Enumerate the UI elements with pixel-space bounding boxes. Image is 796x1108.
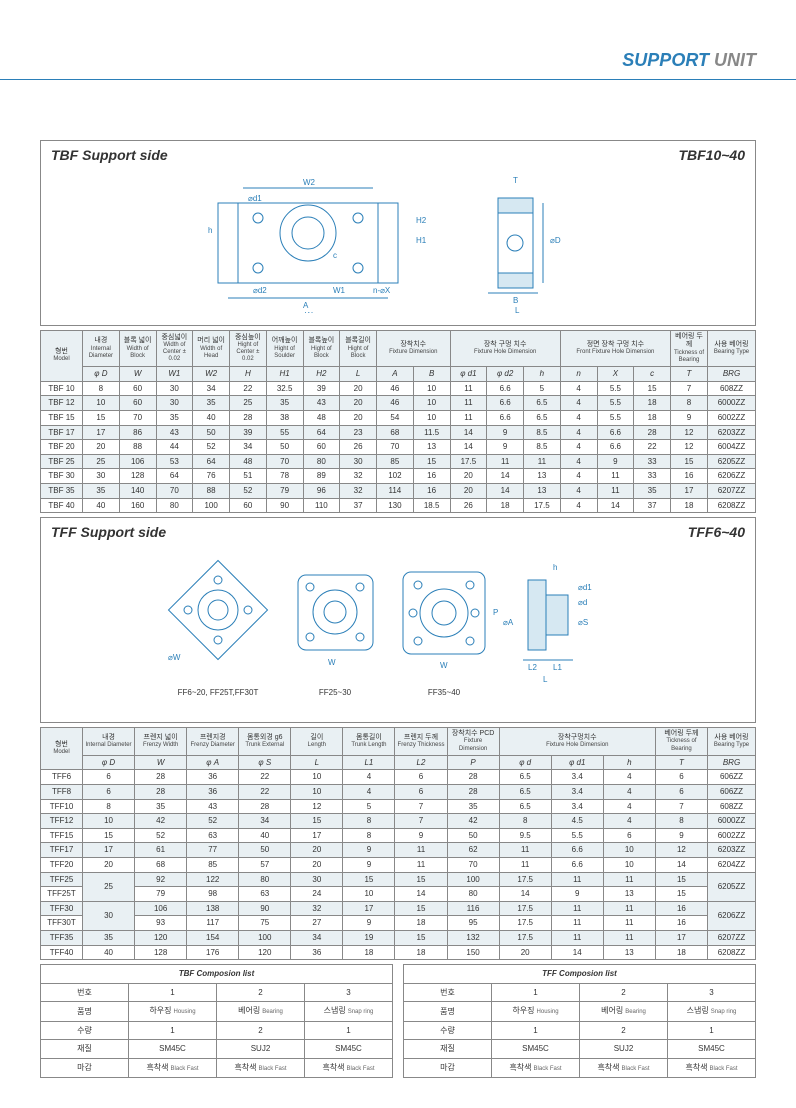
table-row: 마감흑착색Black Fast흑착색Black Fast흑착색Black Fas… — [404, 1058, 756, 1077]
svg-text:⌀d1: ⌀d1 — [578, 583, 592, 592]
svg-text:FF25~30: FF25~30 — [319, 688, 352, 697]
svg-text:W2: W2 — [303, 178, 316, 187]
svg-text:L: L — [515, 306, 520, 313]
table-row: TFF25T799863241014801491315 — [41, 887, 756, 902]
table-row: TFF1083543281257356.53.447608ZZ — [41, 799, 756, 814]
svg-text:W1: W1 — [333, 286, 346, 295]
table-row: TFF662836221046286.53.446606ZZ — [41, 770, 756, 785]
tbf-panel: TBF Support side TBF10~40 — [40, 140, 756, 326]
svg-text:W: W — [305, 311, 313, 313]
table-row: TFF30301061389032171511617.51111166206ZZ — [41, 901, 756, 916]
table-row: 수량121 — [41, 1021, 393, 1040]
table-row: TFF15155263401789509.55.5696002ZZ — [41, 828, 756, 843]
tff-table: 형번Model 내경Internal Diameter 프렌지 넓이Frenzy… — [40, 727, 756, 960]
table-row: 재질SM45CSUJ2SM45C — [404, 1040, 756, 1059]
table-row: 수량121 — [404, 1021, 756, 1040]
table-row: TFF121042523415874284.5486000ZZ — [41, 814, 756, 829]
svg-text:A: A — [303, 301, 309, 310]
table-row: TBF 20208844523450602670131498.546.62212… — [41, 440, 756, 455]
tbf-diagram: W2 ⌀d1 h H2 H1 c ⌀d2 W1 n-⌀X AW T ⌀D BL — [41, 169, 755, 325]
table-row: TFF30T9311775279189517.5111116 — [41, 916, 756, 931]
table-row: TBF 40401608010060901103713018.5261817.5… — [41, 498, 756, 513]
svg-text:c: c — [333, 251, 337, 260]
svg-text:L: L — [543, 675, 548, 684]
hdr-unit: UNIT — [714, 50, 756, 70]
tff-title: TFF Support side — [51, 524, 166, 540]
tff-panel: TFF Support side TFF6~40 — [40, 517, 756, 723]
tbf-title: TBF Support side — [51, 147, 168, 163]
svg-text:L2: L2 — [528, 663, 537, 672]
svg-text:n-⌀X: n-⌀X — [373, 286, 391, 295]
svg-text:⌀W: ⌀W — [168, 653, 181, 662]
table-row: 마감흑착색Black Fast흑착색Black Fast흑착색Black Fas… — [41, 1058, 393, 1077]
h: 형번 — [43, 348, 80, 356]
table-row: TFF2525921228030151510017.51111156205ZZ — [41, 872, 756, 887]
tff-diagram: ⌀W W W P ⌀A h ⌀d1 ⌀d ⌀S L2 L1 L FF6~20, FF25T,… — [41, 546, 755, 722]
svg-text:W: W — [328, 658, 336, 667]
svg-text:⌀d: ⌀d — [578, 598, 587, 607]
tff-model: TFF6~40 — [688, 524, 745, 540]
svg-text:⌀S: ⌀S — [578, 618, 588, 627]
table-row: 번호123 — [404, 983, 756, 1002]
svg-text:FF6~20, FF25T,FF30T: FF6~20, FF25T,FF30T — [178, 688, 259, 697]
svg-text:W: W — [440, 661, 448, 670]
table-row: TBF 1717864350395564236811.51498.546.628… — [41, 425, 756, 440]
table-row: TFF4040128176120361818150201413186208ZZ — [41, 945, 756, 960]
table-row: TFF862836221046286.53.446606ZZ — [41, 785, 756, 800]
table-row: 품명하우징Housing베어링Bearing스냅링Snap ring — [41, 1002, 393, 1021]
table-row: TFF20206885572091170116.610146204ZZ — [41, 858, 756, 873]
tbf-model: TBF10~40 — [678, 147, 745, 163]
svg-text:B: B — [513, 296, 518, 305]
hdr-support: SUPPORT — [622, 50, 709, 70]
tbf-table: 형번Model 내경Internal Diameter 블록 넓이Width o… — [40, 330, 756, 513]
table-row: TFF17176177502091162116.610126203ZZ — [41, 843, 756, 858]
svg-text:L1: L1 — [553, 663, 562, 672]
svg-text:h: h — [208, 226, 212, 235]
table-row: TBF 2525106536448708030851517.5111149331… — [41, 454, 756, 469]
svg-text:⌀d2: ⌀d2 — [253, 286, 267, 295]
table-row: 재질SM45CSUJ2SM45C — [41, 1040, 393, 1059]
table-row: TBF 353514070885279963211416201413411351… — [41, 483, 756, 498]
svg-text:P: P — [493, 608, 498, 617]
table-row: TBF 1515703540283848205410116.66.545.518… — [41, 410, 756, 425]
table-row: TBF 1086030342232.539204610116.6545.5157… — [41, 381, 756, 396]
table-row: 품명하우징Housing베어링Bearing스냅링Snap ring — [404, 1002, 756, 1021]
svg-text:⌀D: ⌀D — [550, 236, 561, 245]
tbf-comp: TBF Composion list 번호123품명하우징Housing베어링B… — [40, 964, 393, 1078]
svg-text:⌀d1: ⌀d1 — [248, 194, 262, 203]
svg-text:FF35~40: FF35~40 — [428, 688, 461, 697]
table-row: TBF 1210603035253543204610116.66.545.518… — [41, 396, 756, 411]
svg-text:H1: H1 — [416, 236, 427, 245]
svg-text:h: h — [553, 563, 557, 572]
table-row: TBF 303012864765178893210216201413411331… — [41, 469, 756, 484]
svg-text:T: T — [513, 176, 518, 185]
tff-comp: TFF Composion list 번호123품명하우징Housing베어링B… — [403, 964, 756, 1078]
svg-text:H2: H2 — [416, 216, 427, 225]
table-row: TFF353512015410034191513217.51111176207Z… — [41, 930, 756, 945]
svg-text:⌀A: ⌀A — [503, 618, 514, 627]
table-row: 번호123 — [41, 983, 393, 1002]
page-header: SUPPORT UNIT — [0, 0, 796, 80]
